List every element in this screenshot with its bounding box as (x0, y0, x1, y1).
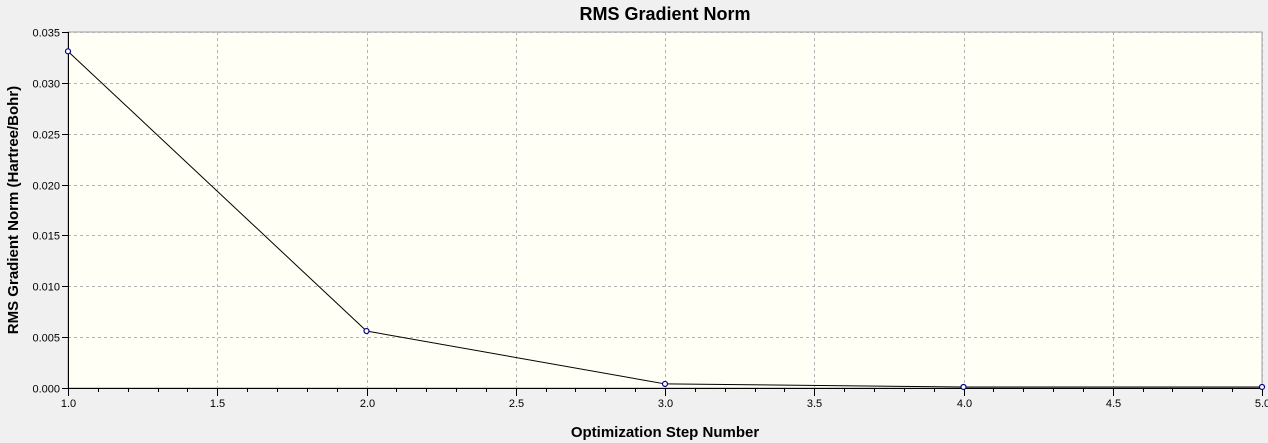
x-tick-label: 1.5 (210, 398, 225, 410)
data-point (363, 327, 370, 335)
data-point (960, 383, 967, 391)
data-point (64, 48, 72, 55)
y-tick-label: 0.010 (32, 282, 60, 294)
y-tick-label: 0.000 (32, 384, 60, 396)
y-tick-label: 0.015 (32, 231, 60, 243)
y-tick-label: 0.030 (32, 79, 60, 91)
y-axis-label: RMS Gradient Norm (Hartree/Bohr) (5, 86, 22, 334)
x-tick-label: 3.5 (807, 398, 822, 410)
y-tick-label: 0.005 (32, 333, 60, 345)
y-tick-label: 0.020 (32, 181, 60, 193)
y-tick-label: 0.025 (32, 130, 60, 142)
chart-title: RMS Gradient Norm (579, 4, 750, 24)
x-tick-label: 2.0 (360, 398, 375, 410)
x-tick-label: 3.0 (658, 398, 673, 410)
data-point (661, 380, 669, 388)
series-layer (64, 48, 1266, 391)
x-tick-label: 4.0 (957, 398, 972, 410)
axes: 1.0 1.5 2.0 2.5 3.0 3.5 4.0 4.5 5.0 0.000 0.005 0.0… (32, 28, 1268, 411)
x-tick-label: 4.5 (1106, 398, 1121, 410)
x-tick-label: 5.0 (1255, 398, 1268, 410)
x-tick-label: 2.5 (509, 398, 524, 410)
y-tick-label: 0.035 (32, 28, 60, 40)
x-tick-label: 1.0 (61, 398, 76, 410)
data-point (1258, 383, 1266, 391)
x-axis-label: Optimization Step Number (571, 424, 760, 441)
